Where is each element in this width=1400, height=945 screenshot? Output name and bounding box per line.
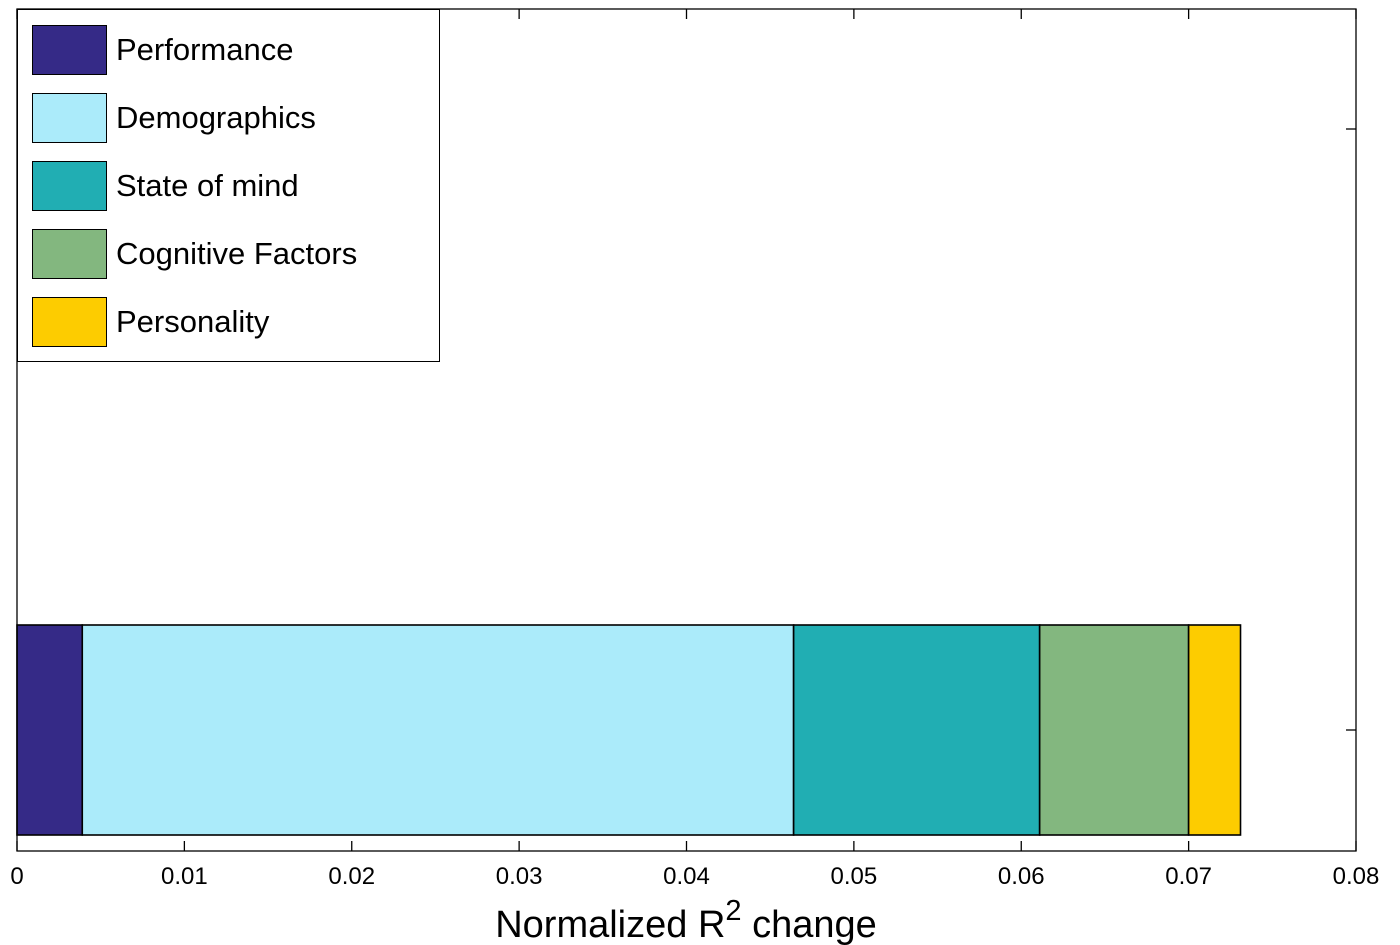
x-axis-label-tail: change xyxy=(742,904,877,945)
legend: Performance Demographics State of mind C… xyxy=(17,9,440,362)
x-axis-label: Normalized R2 change xyxy=(495,895,877,945)
legend-label-state-of-mind: State of mind xyxy=(116,168,299,203)
legend-swatch-state-of-mind xyxy=(32,161,107,211)
legend-label-demographics: Demographics xyxy=(116,100,316,135)
x-tick-label: 0.04 xyxy=(663,863,710,890)
x-tick-label: 0.02 xyxy=(328,863,375,890)
bar-segment-personality xyxy=(1187,624,1242,836)
x-tick-label: 0 xyxy=(10,863,23,890)
bar-stack xyxy=(16,624,1242,836)
bar-segment-state-of-mind xyxy=(792,624,1041,836)
legend-swatch-personality xyxy=(32,297,107,347)
bar-segment-performance xyxy=(16,624,84,836)
legend-label-personality: Personality xyxy=(116,304,270,339)
x-tick-label: 0.05 xyxy=(831,863,878,890)
legend-label-performance: Performance xyxy=(116,32,294,67)
legend-item-state-of-mind: State of mind xyxy=(32,160,299,212)
bar-segment-cognitive-factors xyxy=(1038,624,1190,836)
bar-segment-demographics xyxy=(81,624,795,836)
legend-swatch-performance xyxy=(32,25,107,75)
legend-swatch-demographics xyxy=(32,93,107,143)
x-tick-label: 0.03 xyxy=(496,863,543,890)
x-tick-label: 0.01 xyxy=(161,863,208,890)
legend-item-performance: Performance xyxy=(32,24,293,76)
x-tick-label: 0.08 xyxy=(1333,863,1380,890)
x-axis-label-superscript: 2 xyxy=(725,895,741,927)
legend-label-cognitive-factors: Cognitive Factors xyxy=(116,236,358,271)
legend-item-demographics: Demographics xyxy=(32,92,316,144)
x-tick-labels: 0 0.01 0.02 0.03 0.04 0.05 0.06 0.07 0.08 xyxy=(10,863,1379,890)
legend-item-cognitive-factors: Cognitive Factors xyxy=(32,228,357,280)
legend-swatch-cognitive-factors xyxy=(32,229,107,279)
x-tick-label: 0.06 xyxy=(998,863,1045,890)
legend-item-personality: Personality xyxy=(32,296,269,348)
x-axis-label-main: Normalized R xyxy=(495,904,725,945)
x-tick-label: 0.07 xyxy=(1165,863,1212,890)
